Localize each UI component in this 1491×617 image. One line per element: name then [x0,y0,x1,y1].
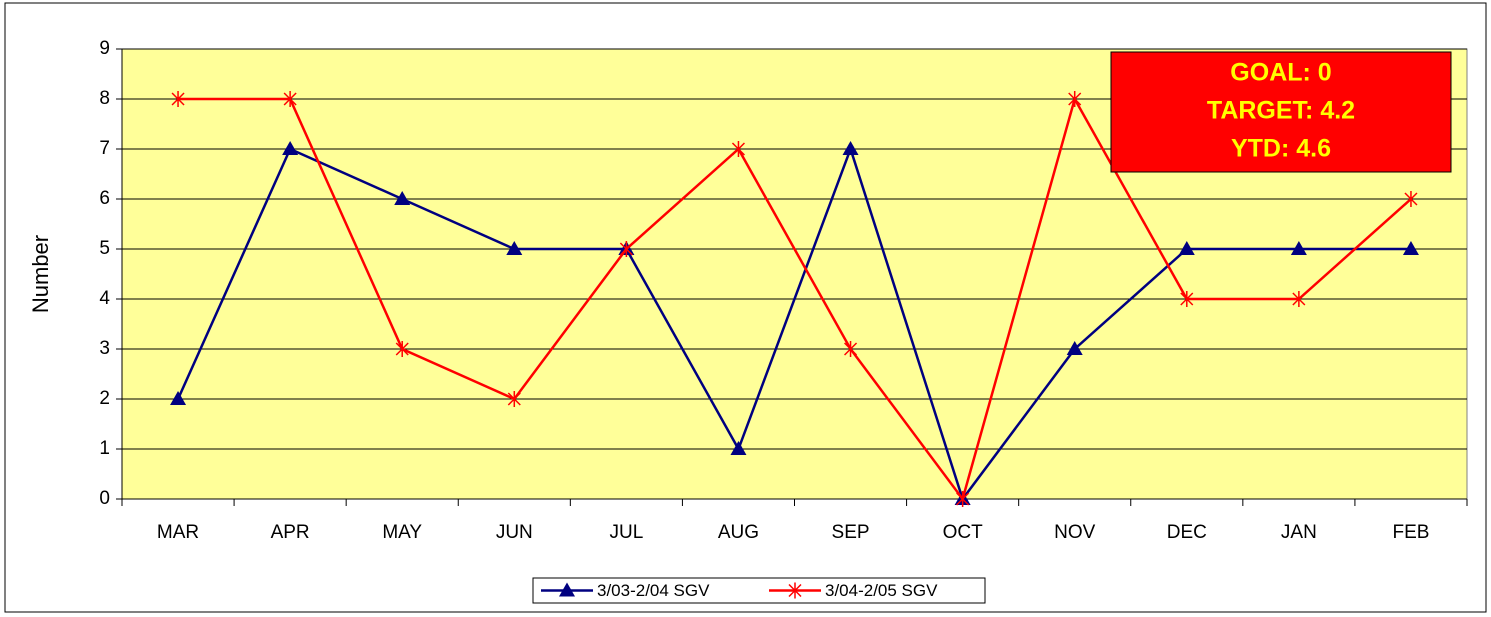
marker [1402,241,1419,255]
y-axis-label: Number [28,235,53,313]
y-tick-label: 9 [99,38,110,59]
marker [282,141,299,155]
marker [559,582,575,597]
x-tick-label: MAY [382,522,422,543]
line [178,95,1412,502]
marker [507,391,521,407]
x-tick-label: DEC [1167,522,1207,543]
y-tick-label: 2 [99,388,110,409]
x-tick-label: AUG [718,522,759,543]
marker [731,141,745,157]
marker [844,341,858,357]
marker [395,341,409,357]
x-tick-label: SEP [832,522,870,543]
x-tick-label: FEB [1392,522,1429,543]
marker [171,91,185,107]
legend-box [532,577,986,604]
x-tick-label: MAR [157,522,199,543]
x-tick-label: JUN [496,522,533,543]
y-tick-label: 6 [99,188,110,209]
y-tick-label: 3 [99,338,110,359]
marker [1404,191,1418,207]
x-tick-label: APR [271,522,310,543]
y-tick-label: 8 [99,88,110,109]
y-tick-label: 7 [99,138,110,159]
x-tick-label: JUL [609,522,643,543]
marker [170,391,187,405]
marker [1068,91,1082,107]
marker [956,491,970,507]
marker [1290,241,1307,255]
x-tick-label: JAN [1281,522,1317,543]
y-tick-label: 1 [99,438,110,459]
marker [1292,291,1306,307]
marker [1180,291,1194,307]
y-tick-label: 4 [99,288,110,309]
marker [730,441,747,455]
marker [788,582,802,599]
marker [1178,241,1195,255]
x-tick-label: OCT [943,522,984,543]
marker [283,91,297,107]
annotation-box [1110,51,1452,173]
annotation-text: GOAL: 0 [1230,59,1331,87]
marker [619,241,633,257]
y-tick-label: 0 [99,488,110,509]
legend-label: 3/04-2/05 SGV [825,581,938,600]
marker [1066,341,1083,355]
x-tick-label: NOV [1054,522,1096,543]
y-tick-label: 5 [99,238,110,259]
marker [506,241,523,255]
annotation-text: TARGET: 4.2 [1207,97,1355,125]
marker [842,141,859,155]
line [176,145,1411,502]
marker [394,191,411,205]
annotation-text: YTD: 4.6 [1231,135,1331,163]
legend-label: 3/03-2/04 SGV [597,581,710,600]
